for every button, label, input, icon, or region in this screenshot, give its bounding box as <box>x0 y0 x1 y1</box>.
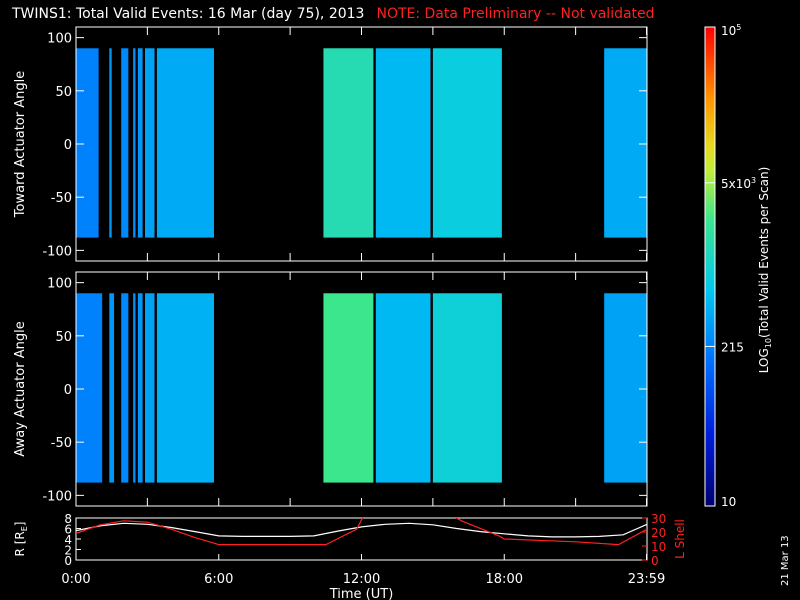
title-main-text: TWINS1: Total Valid Events: 16 Mar (day … <box>12 6 365 22</box>
orbit-series-0 <box>76 522 647 538</box>
middle-panel-data-block-0 <box>76 293 103 483</box>
middle-panel-data-block-10 <box>604 293 647 483</box>
colorbar-label-sub: 10 <box>764 338 773 348</box>
top-panel-data-block-4 <box>137 48 143 238</box>
top-panel-data-block-2 <box>121 48 129 238</box>
orbit-xtick-label-0: 0:00 <box>61 572 90 587</box>
top-panel-ytick-label-3: 50 <box>55 85 72 100</box>
colorbar-tick-sup-2: 3 <box>751 176 756 185</box>
orbit-y2tick-label-0: 0 <box>651 554 659 568</box>
x-axis-label: Time (UT) <box>329 587 394 600</box>
middle-panel-data-block-4 <box>137 293 143 483</box>
chart-title: TWINS1: Total Valid Events: 16 Mar (day … <box>12 6 655 22</box>
orbit-ytick-label-3: 6 <box>64 523 72 537</box>
orbit-series-1 <box>76 518 647 546</box>
middle-panel-ytick-label-4: 100 <box>47 277 72 292</box>
orbit-y2tick-label-3: 30 <box>651 512 666 526</box>
orbit-y2label: L Shell <box>673 519 687 559</box>
colorbar-label-rest: (Total Valid Events per Scan) <box>757 167 771 338</box>
top-panel-data-block-6 <box>156 48 214 238</box>
top-panel-ylabel: Toward Actuator Angle <box>13 71 28 218</box>
middle-panel-group: -100 -50 0 50 100 Away Actuator Angle <box>13 271 648 507</box>
colorbar-tick-label-2: 5x103 <box>721 176 756 191</box>
colorbar-tick-sup-3: 5 <box>736 23 741 32</box>
middle-panel-ytick-label-0: -100 <box>42 489 72 504</box>
top-panel-data-block-3 <box>133 48 136 238</box>
side-date-label: 21 Mar 13 <box>780 535 791 586</box>
middle-panel-data-block-2 <box>121 293 129 483</box>
title-note-text: NOTE: Data Preliminary -- Not validated <box>376 6 655 22</box>
middle-panel-data-block-7 <box>323 293 374 483</box>
top-panel-data-block-5 <box>144 48 155 238</box>
orbit-ylabel-sub: E <box>20 526 29 531</box>
middle-panel-ytick-label-1: -50 <box>51 436 72 451</box>
top-panel-ytick-label-4: 100 <box>47 32 72 47</box>
middle-panel-ylabel: Away Actuator Angle <box>13 321 28 456</box>
middle-panel-data-block-6 <box>156 293 214 483</box>
orbit-xtick-label-4: 23:59 <box>628 572 665 587</box>
middle-panel-ytick-label-3: 50 <box>55 330 72 345</box>
top-panel-data-block-1 <box>109 48 112 238</box>
colorbar-tick-text-3: 10 <box>721 24 736 38</box>
colorbar-label: LOG10(Total Valid Events per Scan) <box>757 167 773 374</box>
top-panel-data-block-8 <box>375 48 431 238</box>
colorbar-tick-text-1: 215 <box>721 340 744 354</box>
orbit-ytick-label-4: 8 <box>64 512 72 526</box>
middle-panel-data-block-5 <box>144 293 155 483</box>
colorbar-tick-text-2: 5x10 <box>721 177 751 191</box>
colorbar-bar <box>704 26 716 507</box>
orbit-xtick-label-3: 18:00 <box>486 572 523 587</box>
orbit-y2tick-label-2: 20 <box>651 526 666 540</box>
orbit-ytick-label-0: 0 <box>64 554 72 568</box>
middle-panel-data-block-3 <box>133 293 136 483</box>
orbit-frame <box>75 517 648 561</box>
middle-panel-data-block-9 <box>432 293 502 483</box>
top-panel-data-block-0 <box>76 48 99 238</box>
middle-panel-data-block-8 <box>375 293 431 483</box>
orbit-y2tick-label-1: 10 <box>651 540 666 554</box>
top-panel-data-block-10 <box>604 48 647 238</box>
top-panel-ytick-label-1: -50 <box>51 191 72 206</box>
middle-panel-data-block-1 <box>109 293 115 483</box>
top-panel-group: -100 -50 0 50 100 Toward Actuator Angle <box>13 26 648 262</box>
middle-panel-ytick-label-2: 0 <box>64 383 72 398</box>
colorbar-label-log: LOG <box>757 348 771 373</box>
colorbar-tick-text-0: 10 <box>721 495 736 509</box>
orbit-ylabel: R [RE] <box>13 522 29 557</box>
colorbar-tick-label-3: 105 <box>721 23 741 38</box>
colorbar-tick-label-1: 215 <box>721 340 744 354</box>
colorbar-tick-label-0: 10 <box>721 495 736 509</box>
orbit-ylabel-main: R [R <box>13 531 27 556</box>
orbit-ytick-label-1: 2 <box>64 544 72 558</box>
top-panel-data-block-7 <box>323 48 374 238</box>
orbit-ytick-label-2: 4 <box>64 533 72 547</box>
orbit-xtick-label-2: 12:00 <box>343 572 380 587</box>
top-panel-ytick-label-2: 0 <box>64 138 72 153</box>
orbit-xtick-label-1: 6:00 <box>204 572 233 587</box>
top-panel-ytick-label-0: -100 <box>42 244 72 259</box>
top-panel-data-block-9 <box>432 48 502 238</box>
orbit-ylabel-close: ] <box>13 522 27 527</box>
